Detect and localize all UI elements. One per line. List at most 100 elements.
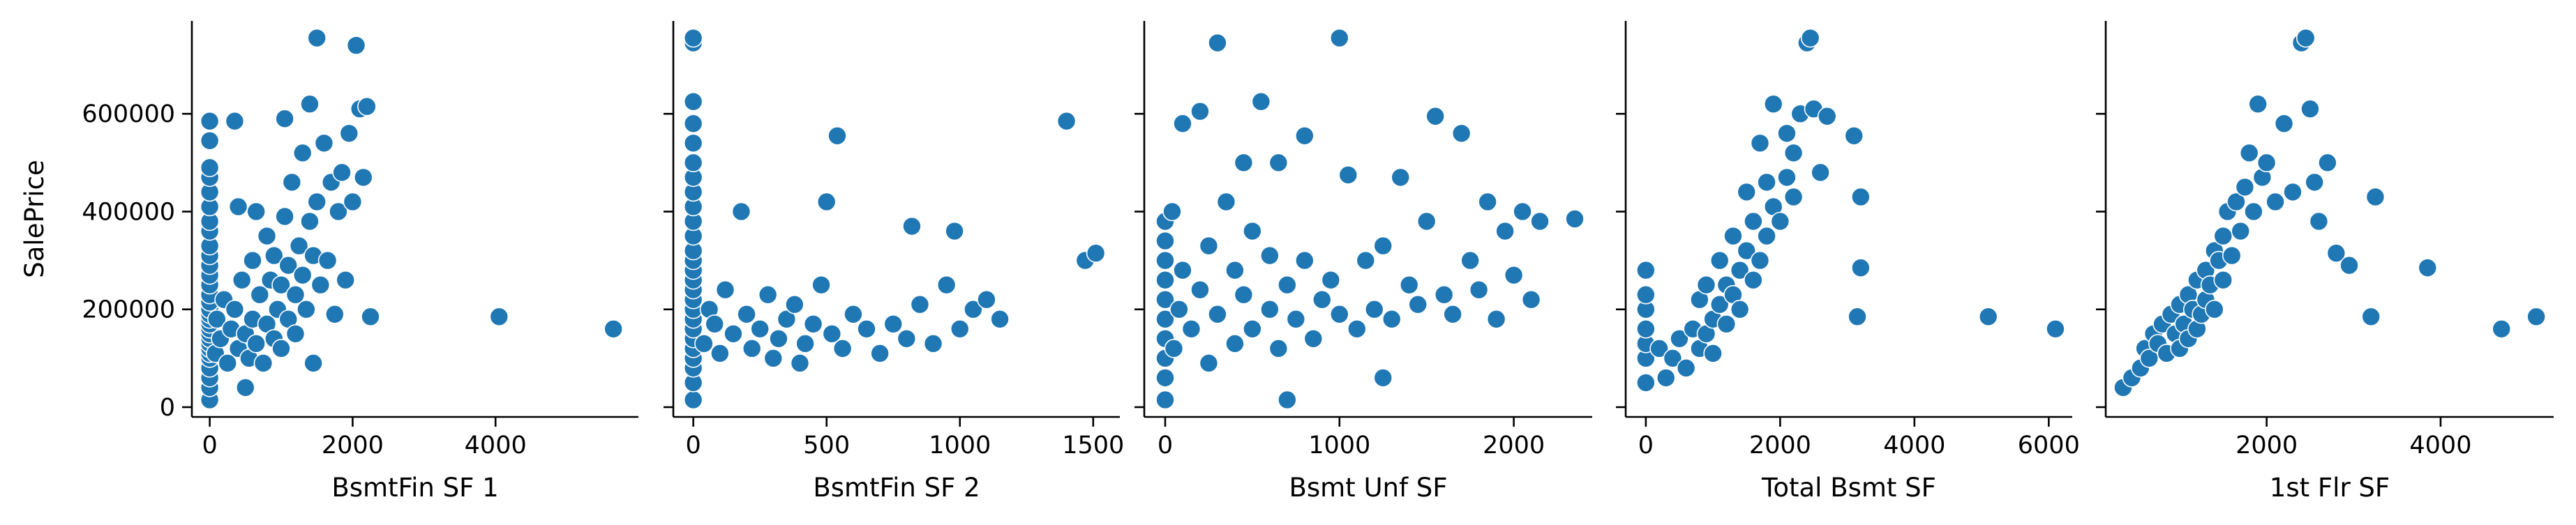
y-tick-label: 400000: [82, 198, 175, 226]
x-tick-label-bsmt-unf-sf: 1000: [1308, 432, 1370, 459]
subplot-bsmt-unf-sf: 0 1000 2000 Bsmt Unf SF: [1135, 21, 1592, 503]
data-point-bsmtfin-sf-2: [790, 353, 810, 373]
subplot-bsmtfin-sf-1: 0 200000 400000 600000 0 2000 4000 BsmtFin SF 1: [82, 21, 638, 503]
data-point-bsmtfin-sf-1: [314, 133, 334, 153]
data-point-bsmt-unf-sf: [1155, 390, 1175, 410]
data-point-bsmt-unf-sf: [1225, 334, 1245, 353]
data-point-total-bsmt-sf: [1636, 284, 1656, 305]
data-point-bsmtfin-sf-1: [246, 334, 266, 353]
data-point-bsmt-unf-sf: [1364, 299, 1384, 319]
data-point-bsmtfin-sf-2: [769, 329, 788, 349]
data-point-1st-flr-sf: [2248, 94, 2268, 114]
data-point-total-bsmt-sf: [1670, 329, 1689, 349]
data-point-bsmt-unf-sf: [1268, 153, 1289, 173]
data-point-bsmtfin-sf-1: [353, 167, 373, 188]
data-point-bsmtfin-sf-1: [489, 307, 509, 327]
data-point-bsmtfin-sf-1: [228, 197, 248, 217]
data-point-bsmtfin-sf-1: [285, 324, 306, 344]
data-point-bsmtfin-sf-1: [317, 250, 338, 271]
data-point-bsmtfin-sf-1: [339, 123, 359, 144]
data-point-bsmt-unf-sf: [1260, 245, 1280, 266]
data-point-bsmtfin-sf-2: [683, 153, 703, 173]
data-point-bsmtfin-sf-2: [705, 314, 725, 334]
data-point-1st-flr-sf: [2222, 245, 2242, 266]
data-point-1st-flr-sf: [2418, 258, 2438, 277]
data-point-total-bsmt-sf: [1649, 339, 1669, 358]
data-point-1st-flr-sf: [2526, 307, 2546, 327]
data-point-total-bsmt-sf: [1696, 275, 1716, 295]
data-point-total-bsmt-sf: [1744, 270, 1763, 290]
data-point-bsmtfin-sf-1: [271, 275, 291, 295]
data-point-bsmt-unf-sf: [1381, 309, 1402, 329]
data-point-bsmtfin-sf-2: [857, 319, 876, 339]
data-point-bsmt-unf-sf: [1303, 329, 1324, 349]
data-point-total-bsmt-sf: [1978, 307, 1998, 327]
data-point-bsmt-unf-sf: [1338, 165, 1358, 185]
y-tick-label: 0: [160, 394, 175, 422]
data-point-bsmtfin-sf-1: [282, 172, 302, 192]
data-point-1st-flr-sf: [2309, 211, 2329, 231]
data-point-total-bsmt-sf: [1851, 258, 1871, 277]
data-point-total-bsmt-sf: [1730, 260, 1750, 280]
data-point-bsmtfin-sf-2: [750, 319, 770, 339]
data-point-bsmtfin-sf-2: [777, 309, 797, 329]
data-point-1st-flr-sf: [2235, 177, 2255, 197]
data-point-1st-flr-sf: [2283, 182, 2302, 202]
data-point-bsmt-unf-sf: [1199, 236, 1219, 256]
data-point-1st-flr-sf: [2266, 192, 2285, 212]
data-point-1st-flr-sf: [2139, 349, 2159, 368]
x-tick-label-1st-flr-sf: 2000: [2236, 432, 2298, 459]
data-point-bsmt-unf-sf: [1521, 289, 1541, 310]
data-point-bsmt-unf-sf: [1243, 319, 1262, 339]
data-point-bsmtfin-sf-2: [683, 390, 703, 410]
data-point-bsmtfin-sf-1: [361, 307, 380, 327]
data-point-bsmt-unf-sf: [1329, 304, 1349, 324]
data-point-bsmt-unf-sf: [1208, 304, 1227, 324]
data-point-bsmtfin-sf-1: [275, 109, 294, 129]
data-point-1st-flr-sf: [2326, 243, 2346, 263]
data-point-1st-flr-sf: [2274, 114, 2294, 134]
data-point-bsmtfin-sf-1: [300, 211, 320, 231]
data-point-bsmtfin-sf-2: [683, 133, 703, 153]
data-point-bsmtfin-sf-1: [292, 265, 313, 285]
data-point-bsmt-unf-sf: [1260, 299, 1280, 319]
data-point-bsmt-unf-sf: [1434, 284, 1454, 305]
data-point-bsmt-unf-sf: [1321, 270, 1341, 290]
data-point-bsmtfin-sf-2: [803, 314, 823, 334]
data-point-bsmt-unf-sf: [1216, 192, 1236, 212]
x-axis-label-bsmt-unf-sf: Bsmt Unf SF: [1289, 473, 1447, 503]
data-point-total-bsmt-sf: [1783, 187, 1804, 207]
data-point-total-bsmt-sf: [1757, 172, 1776, 192]
data-point-1st-flr-sf: [2318, 153, 2337, 173]
data-point-total-bsmt-sf: [1636, 319, 1656, 339]
data-point-bsmtfin-sf-2: [977, 289, 996, 310]
data-point-bsmt-unf-sf: [1243, 221, 1262, 241]
data-point-total-bsmt-sf: [1800, 28, 1820, 48]
data-point-bsmt-unf-sf: [1478, 192, 1497, 212]
x-tick-label-total-bsmt-sf: 2000: [1749, 432, 1811, 459]
data-point-1st-flr-sf: [2305, 172, 2324, 192]
data-point-1st-flr-sf: [2365, 187, 2386, 207]
data-point-bsmtfin-sf-1: [604, 319, 623, 339]
data-point-bsmt-unf-sf: [1425, 106, 1445, 126]
x-tick-label-bsmtfin-sf-2: 1500: [1062, 432, 1124, 459]
data-point-bsmt-unf-sf: [1295, 250, 1315, 271]
data-point-1st-flr-sf: [2213, 270, 2233, 290]
subplot-1st-flr-sf: 2000 4000 1st Flr SF: [2096, 21, 2554, 503]
data-point-bsmt-unf-sf: [1190, 101, 1210, 121]
data-point-bsmt-unf-sf: [1251, 91, 1271, 112]
data-point-bsmt-unf-sf: [1416, 211, 1437, 231]
data-point-bsmt-unf-sf: [1234, 284, 1254, 305]
data-point-bsmt-unf-sf: [1181, 319, 1201, 339]
data-point-bsmtfin-sf-2: [910, 294, 930, 314]
data-point-bsmtfin-sf-1: [225, 299, 245, 319]
data-point-total-bsmt-sf: [1750, 250, 1770, 271]
data-point-bsmt-unf-sf: [1164, 339, 1184, 358]
data-point-bsmtfin-sf-2: [758, 284, 778, 305]
data-point-1st-flr-sf: [2339, 255, 2359, 275]
y-tick-label: 200000: [82, 296, 175, 324]
data-point-bsmtfin-sf-2: [990, 309, 1010, 329]
data-point-bsmtfin-sf-2: [694, 334, 714, 353]
data-point-bsmtfin-sf-2: [795, 334, 815, 353]
data-point-total-bsmt-sf: [1737, 182, 1757, 202]
